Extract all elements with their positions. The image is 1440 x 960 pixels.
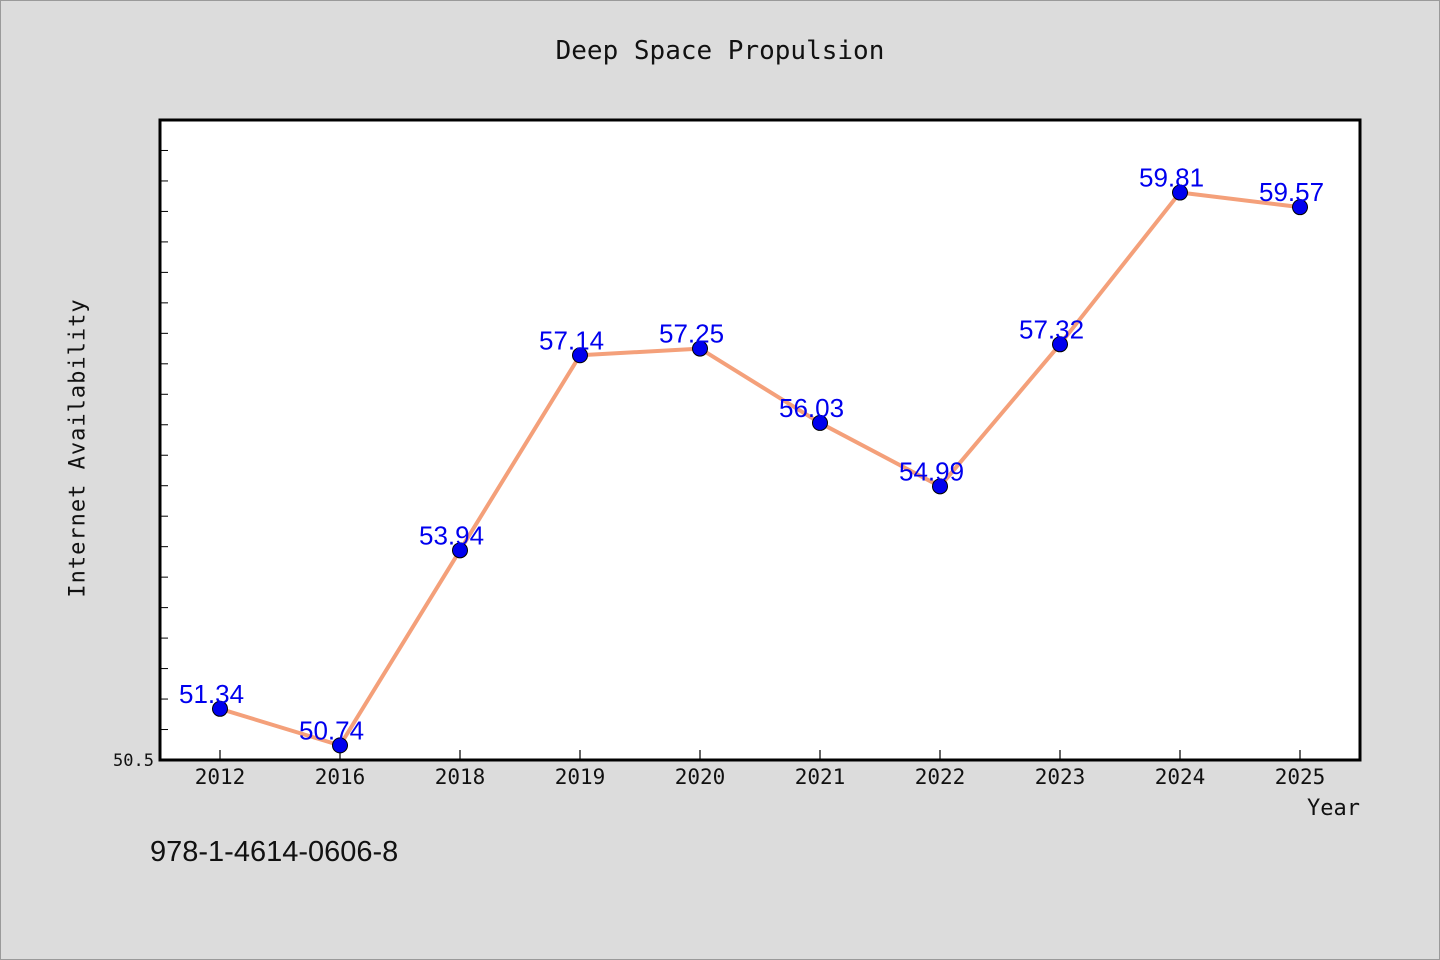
data-point [1052, 336, 1068, 353]
x-tick-label: 2012 [195, 765, 246, 789]
x-tick-label: 2018 [435, 765, 486, 789]
x-tick-label: 2016 [315, 765, 366, 789]
data-label: 56.03 [779, 393, 844, 423]
data-point [332, 737, 348, 754]
data-label: 51.34 [179, 679, 244, 709]
x-axis-label: Year [1307, 796, 1360, 821]
data-point [452, 542, 468, 559]
series-line [219, 190, 1301, 748]
data-point [212, 700, 228, 717]
data-label: 57.25 [659, 319, 724, 349]
x-tick-label: 2023 [1035, 765, 1086, 789]
data-label: 50.74 [299, 715, 364, 745]
x-tick-label: 2024 [1155, 765, 1206, 789]
data-point [692, 340, 708, 357]
data-label: 59.81 [1139, 163, 1204, 193]
data-point [572, 347, 588, 364]
y-tick-label: 50.5 [113, 751, 154, 771]
isbn-text: 978-1-4614-0606-8 [150, 836, 399, 868]
x-tick-label: 2021 [795, 765, 846, 789]
x-tick-label: 2019 [555, 765, 606, 789]
data-label: 57.14 [539, 325, 604, 355]
x-tick-label: 2022 [915, 765, 966, 789]
data-label: 53.94 [419, 520, 484, 550]
data-label: 57.32 [1019, 314, 1084, 344]
data-label: 54.99 [899, 456, 964, 486]
data-point [1292, 199, 1308, 216]
data-point [932, 478, 948, 495]
data-point [812, 414, 828, 431]
data-point [1172, 184, 1188, 201]
chart-title: Deep Space Propulsion [555, 36, 885, 66]
data-label: 59.57 [1259, 177, 1324, 207]
x-tick-label: 2020 [675, 765, 726, 789]
plot-area [158, 118, 1362, 762]
x-tick-label: 2025 [1275, 765, 1326, 789]
